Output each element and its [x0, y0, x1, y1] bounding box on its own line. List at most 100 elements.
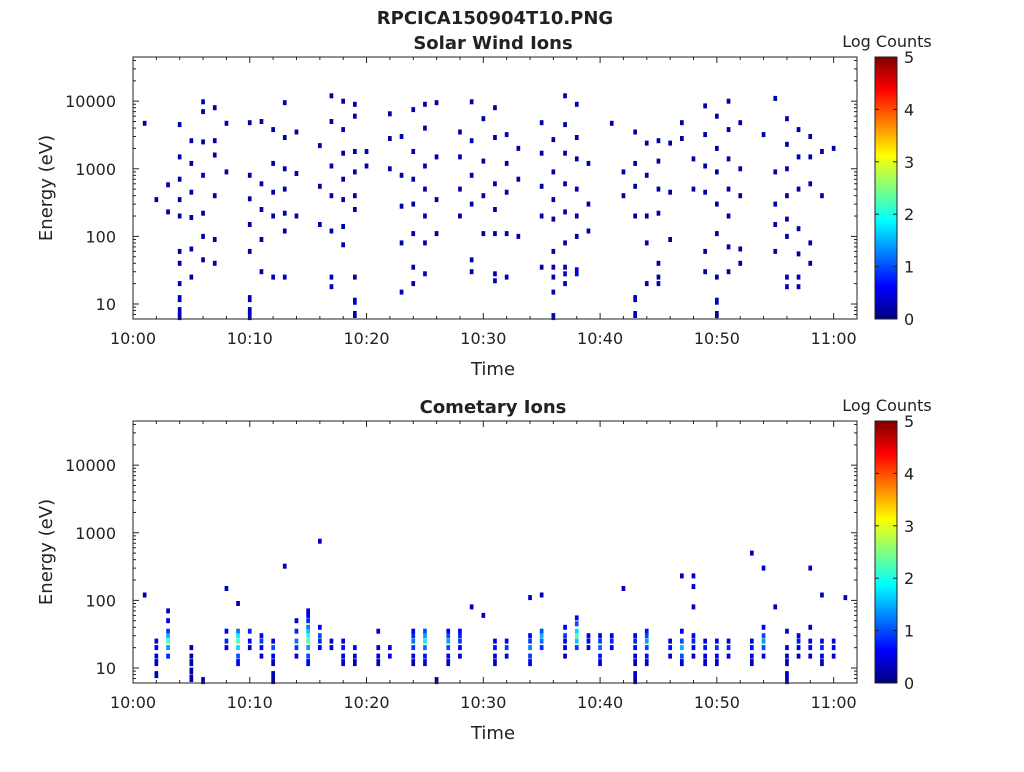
- heatmap-cell: [306, 645, 310, 651]
- heatmap-cell: [294, 628, 299, 634]
- heatmap-cell: [761, 653, 766, 659]
- heatmap-cell: [353, 207, 357, 212]
- heatmap-cell: [236, 653, 240, 659]
- heatmap-cell: [831, 645, 836, 651]
- heatmap-cell: [598, 659, 602, 667]
- heatmap-cell: [411, 628, 416, 634]
- heatmap-cell: [621, 169, 626, 175]
- heatmap-cell: [563, 653, 567, 659]
- heatmap-cell: [528, 595, 532, 601]
- heatmap-cell: [481, 158, 486, 164]
- heatmap-cell: [189, 160, 194, 166]
- heatmap-cell: [201, 109, 205, 115]
- heatmap-cell: [458, 645, 462, 651]
- heatmap-cell: [738, 260, 743, 266]
- heatmap-cell: [644, 653, 649, 659]
- heatmap-cell: [551, 248, 556, 254]
- heatmap-cell: [423, 659, 427, 667]
- heatmap-cell: [306, 638, 310, 644]
- heatmap-cell: [306, 624, 310, 630]
- heatmap-cell: [808, 154, 813, 160]
- heatmap-cell: [294, 171, 299, 176]
- heatmap-cell: [633, 659, 637, 667]
- heatmap-cell: [691, 156, 696, 162]
- heatmap-cell: [294, 129, 299, 135]
- heatmap-cell: [785, 193, 789, 199]
- heatmap-cell: [680, 653, 684, 659]
- heatmap-cell: [820, 645, 824, 651]
- plot-frame: [132, 56, 858, 320]
- heatmap-cell: [294, 618, 299, 624]
- heatmap-cell: [247, 307, 252, 315]
- heatmap-cell: [656, 274, 661, 280]
- heatmap-cell: [458, 186, 462, 192]
- heatmap-cell: [247, 628, 252, 634]
- heatmap-cell: [493, 271, 497, 277]
- heatmap-cell: [306, 608, 310, 614]
- heatmap-cell: [353, 149, 357, 154]
- heatmap-cell: [703, 659, 707, 667]
- y-axis-label: Energy (eV): [36, 135, 57, 241]
- heatmap-cell: [166, 182, 170, 188]
- heatmap-cell: [703, 163, 707, 169]
- heatmap-cell: [680, 628, 684, 634]
- heatmap-cell: [563, 122, 567, 128]
- heatmap-cell: [388, 111, 392, 117]
- x-tick-label: 10:20: [343, 329, 389, 348]
- heatmap-cell: [808, 638, 813, 644]
- heatmap-cell: [166, 608, 170, 614]
- heatmap-cell: [236, 645, 240, 651]
- heatmap-cell: [551, 274, 556, 280]
- heatmap-cell: [481, 116, 486, 122]
- heatmap-cell: [808, 240, 813, 246]
- heatmap-cell: [796, 645, 801, 651]
- y-tick-label: 10000: [65, 92, 116, 111]
- colorbar-tick-label: 3: [904, 517, 914, 536]
- heatmap-cell: [703, 638, 707, 644]
- heatmap-cell: [189, 645, 194, 651]
- heatmap-cell: [411, 645, 416, 651]
- heatmap-cell: [177, 154, 182, 160]
- heatmap-cell: [201, 172, 205, 178]
- heatmap-cell: [563, 181, 567, 187]
- heatmap-cell: [831, 653, 836, 659]
- heatmap-cell: [598, 633, 602, 639]
- heatmap-cell: [294, 653, 299, 659]
- heatmap-cell: [318, 633, 322, 639]
- heatmap-cell: [329, 193, 334, 199]
- heatmap-cell: [761, 565, 766, 571]
- heatmap-cell: [411, 149, 416, 154]
- heatmap-cell: [761, 624, 766, 630]
- heatmap-cell: [341, 638, 345, 644]
- heatmap-cell: [504, 653, 509, 659]
- heatmap-cell: [773, 169, 778, 175]
- heatmap-cell: [411, 264, 416, 270]
- x-axis-label: Time: [470, 359, 515, 380]
- colorbar-tick-label: 2: [904, 569, 914, 588]
- heatmap-cell: [399, 134, 404, 139]
- heatmap-cell: [189, 246, 194, 252]
- heatmap-cell: [329, 163, 334, 169]
- heatmap-cell: [306, 628, 310, 634]
- heatmap-cell: [376, 653, 381, 659]
- heatmap-cell: [271, 274, 275, 280]
- heatmap-cell: [189, 653, 194, 659]
- heatmap-cell: [703, 132, 707, 138]
- heatmap-cell: [644, 638, 649, 644]
- heatmap-cell: [691, 186, 696, 192]
- heatmap-cell: [166, 645, 170, 651]
- heatmap-cell: [680, 120, 684, 126]
- heatmap-cell: [785, 216, 789, 222]
- heatmap-cell: [750, 638, 754, 644]
- heatmap-cell: [481, 193, 486, 199]
- heatmap-cell: [691, 653, 696, 659]
- heatmap-cell: [271, 659, 275, 667]
- heatmap-cell: [726, 156, 731, 162]
- heatmap-cell: [633, 671, 637, 679]
- heatmap-cell: [353, 645, 357, 651]
- heatmap-cell: [633, 645, 637, 651]
- heatmap-cell: [446, 653, 451, 659]
- heatmap-cell: [574, 156, 579, 162]
- heatmap-cell: [189, 667, 194, 675]
